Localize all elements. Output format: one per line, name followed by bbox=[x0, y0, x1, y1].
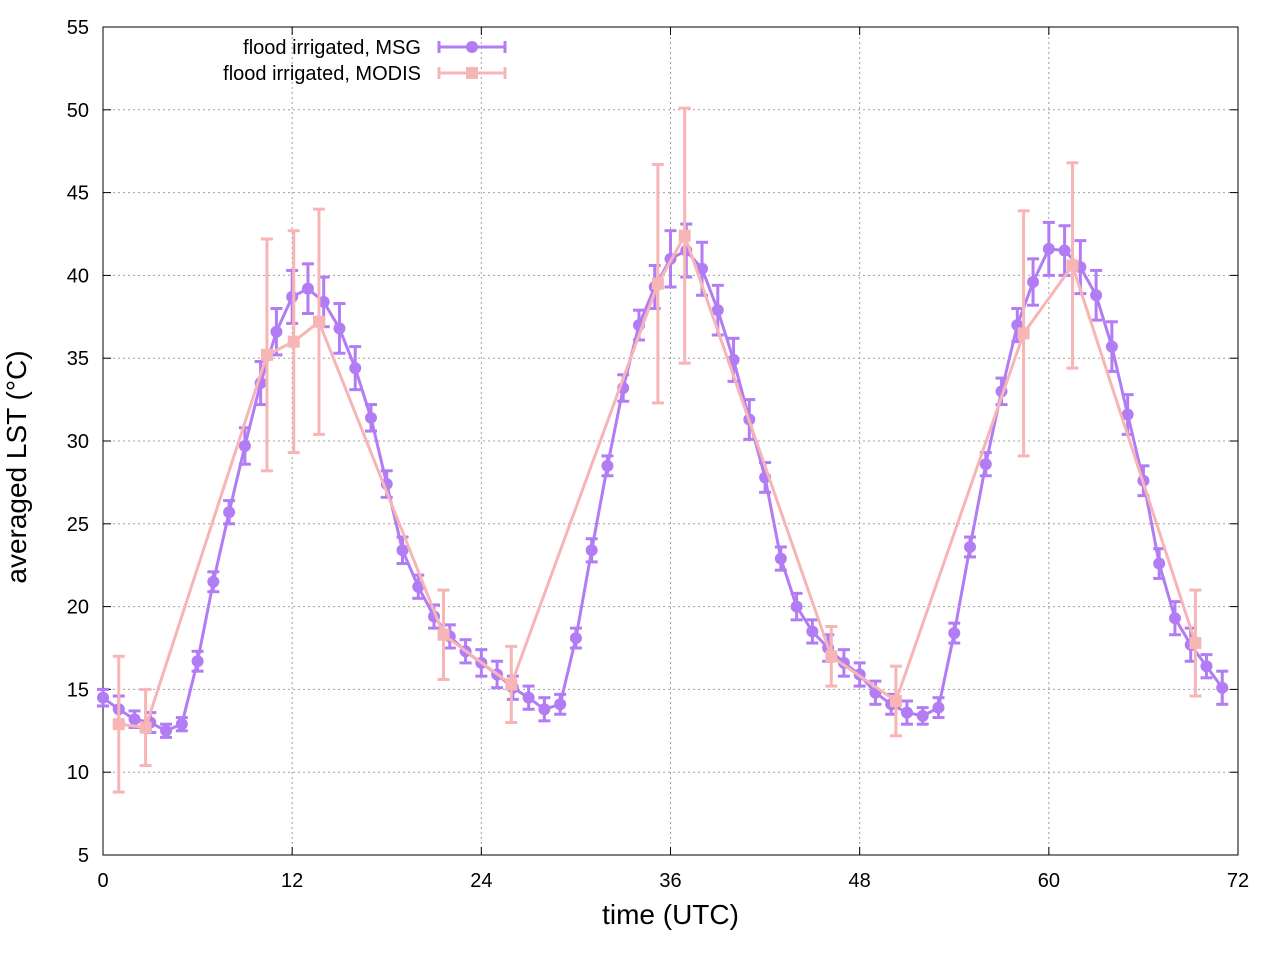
legend-marker bbox=[466, 41, 478, 53]
data-point bbox=[270, 325, 283, 338]
y-tick-label: 45 bbox=[67, 183, 89, 205]
data-point bbox=[191, 655, 204, 668]
legend-marker bbox=[466, 67, 478, 79]
data-point bbox=[790, 600, 803, 613]
data-point bbox=[554, 698, 567, 711]
data-point bbox=[696, 262, 709, 275]
data-point bbox=[948, 627, 961, 640]
y-tick-label: 5 bbox=[78, 845, 89, 867]
x-tick-label: 48 bbox=[849, 870, 871, 892]
x-tick-label: 0 bbox=[97, 870, 108, 892]
data-point bbox=[112, 718, 125, 731]
data-point bbox=[711, 304, 724, 317]
data-point bbox=[806, 625, 819, 638]
data-point bbox=[207, 575, 220, 588]
x-tick-label: 36 bbox=[659, 870, 681, 892]
data-point bbox=[301, 282, 314, 295]
data-point bbox=[260, 348, 273, 361]
data-point bbox=[160, 724, 173, 737]
data-point bbox=[1105, 340, 1118, 353]
data-point bbox=[349, 362, 362, 375]
data-point bbox=[364, 411, 377, 424]
data-point bbox=[1121, 408, 1134, 421]
data-point bbox=[505, 678, 518, 691]
data-point bbox=[1153, 557, 1166, 570]
data-point bbox=[1200, 660, 1213, 673]
data-point bbox=[678, 229, 691, 242]
data-point bbox=[412, 580, 425, 593]
data-point bbox=[1042, 242, 1055, 255]
y-tick-label: 35 bbox=[67, 348, 89, 370]
legend: flood irrigated, MSG flood irrigated, MOD… bbox=[223, 37, 507, 85]
data-point bbox=[1090, 289, 1103, 302]
x-axis-title: time (UTC) bbox=[602, 899, 739, 930]
data-point bbox=[1066, 259, 1079, 272]
data-point bbox=[900, 706, 913, 719]
data-point bbox=[538, 703, 551, 716]
data-point bbox=[287, 335, 300, 348]
data-point bbox=[585, 544, 598, 557]
data-point bbox=[932, 701, 945, 714]
data-point bbox=[1216, 681, 1229, 694]
data-point bbox=[128, 713, 141, 726]
data-point bbox=[223, 506, 236, 519]
data-point bbox=[437, 628, 450, 641]
y-tick-label: 15 bbox=[67, 679, 89, 701]
y-tick-label: 20 bbox=[67, 597, 89, 619]
y-tick-label: 40 bbox=[67, 265, 89, 287]
data-point bbox=[238, 439, 251, 452]
data-point bbox=[601, 459, 614, 472]
data-point bbox=[139, 721, 152, 734]
x-tick-label: 24 bbox=[470, 870, 492, 892]
axis-ticks: 0 12 24 36 48 60 72 5 10 15 20 25 30 35 40 45 50 55 bbox=[67, 17, 1249, 892]
data-point bbox=[889, 694, 902, 707]
data-point bbox=[1027, 276, 1040, 289]
data-point bbox=[286, 290, 299, 303]
series-layer bbox=[97, 106, 1229, 794]
x-tick-label: 12 bbox=[281, 870, 303, 892]
data-point bbox=[1017, 327, 1030, 340]
data-point bbox=[825, 650, 838, 663]
data-point bbox=[97, 691, 109, 704]
series-line bbox=[102, 247, 1224, 733]
data-point bbox=[1189, 637, 1202, 650]
y-tick-label: 55 bbox=[67, 17, 89, 39]
data-point bbox=[522, 691, 535, 704]
data-point bbox=[916, 709, 929, 722]
data-point bbox=[569, 632, 582, 645]
y-tick-label: 25 bbox=[67, 514, 89, 536]
data-point bbox=[651, 277, 664, 290]
data-point bbox=[333, 322, 346, 335]
grid bbox=[103, 27, 1238, 855]
data-point bbox=[317, 295, 330, 308]
y-axis-title: averaged LST (°C) bbox=[1, 350, 32, 583]
x-tick-label: 72 bbox=[1227, 870, 1249, 892]
data-point bbox=[175, 718, 188, 731]
x-tick-label: 60 bbox=[1038, 870, 1060, 892]
data-point bbox=[396, 544, 409, 557]
y-tick-label: 50 bbox=[67, 100, 89, 122]
legend-label: flood irrigated, MODIS bbox=[223, 63, 421, 85]
data-point bbox=[979, 458, 992, 471]
data-point bbox=[774, 552, 787, 565]
y-tick-label: 30 bbox=[67, 431, 89, 453]
y-tick-label: 10 bbox=[67, 762, 89, 784]
data-point bbox=[1168, 612, 1181, 625]
data-point bbox=[312, 315, 325, 328]
data-point bbox=[1058, 244, 1071, 257]
legend-label: flood irrigated, MSG bbox=[243, 37, 421, 59]
data-point bbox=[964, 540, 977, 553]
series-modis bbox=[112, 106, 1202, 794]
